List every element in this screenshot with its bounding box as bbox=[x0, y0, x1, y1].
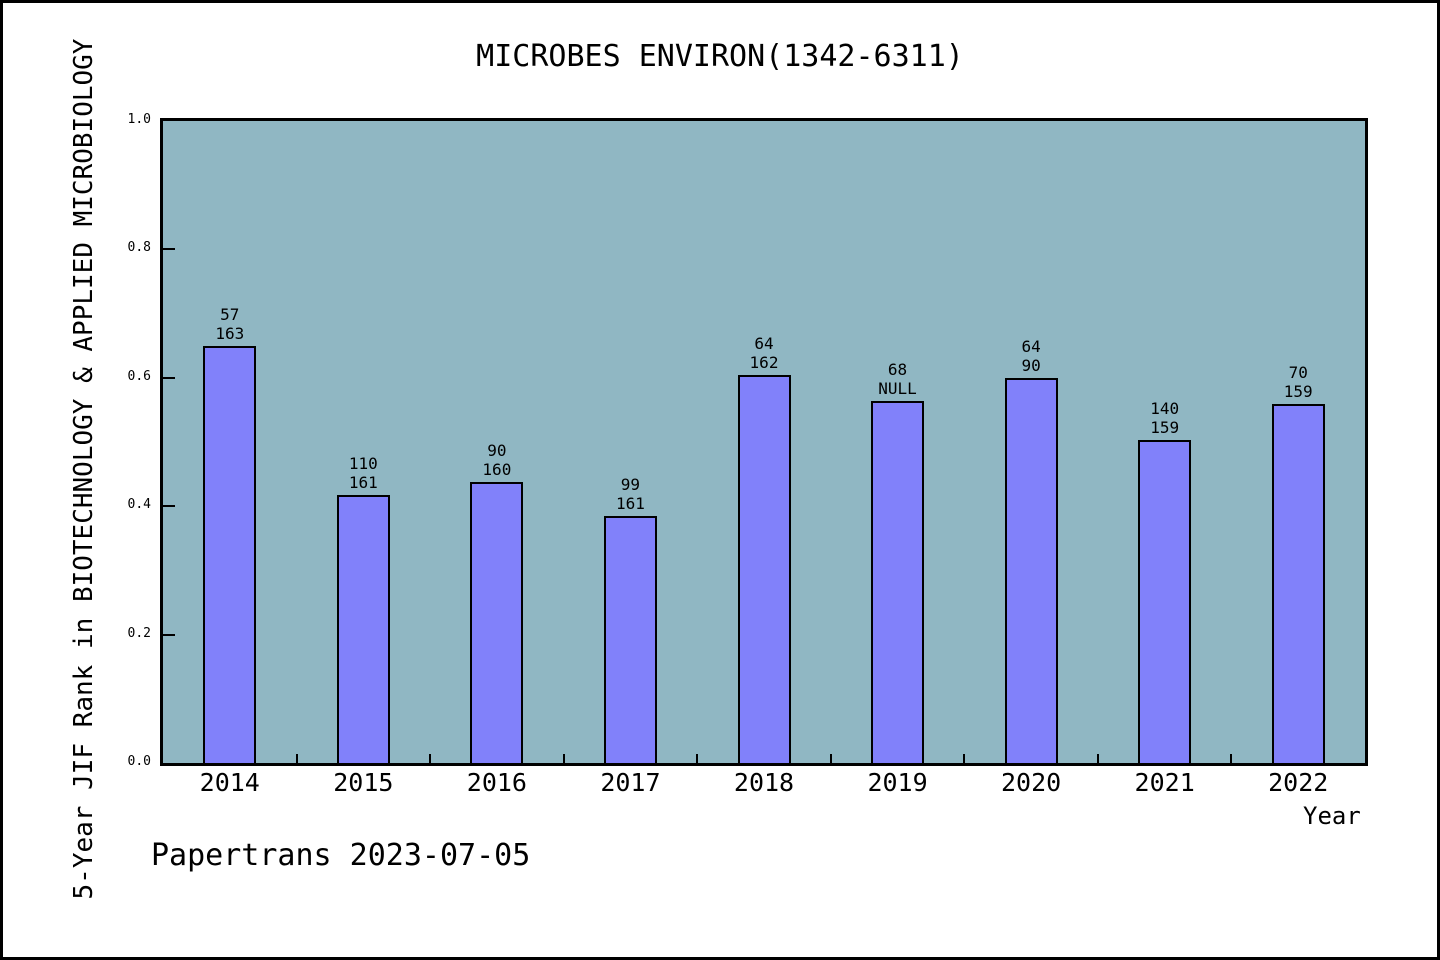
bar-2015 bbox=[336, 495, 390, 763]
x-minor-tick bbox=[429, 754, 432, 763]
bar-value-label-2016: 90 160 bbox=[482, 440, 512, 479]
y-tick-mark-0.6 bbox=[163, 376, 175, 379]
chart-title: MICROBES ENVIRON(1342-6311) bbox=[476, 39, 964, 74]
bar-2018 bbox=[737, 375, 791, 763]
y-tick-label-0.4: 0.4 bbox=[127, 497, 151, 513]
y-tick-mark-0.2 bbox=[163, 633, 175, 636]
bar-2016 bbox=[470, 481, 524, 763]
bar-2014 bbox=[203, 345, 257, 763]
x-minor-tick bbox=[963, 754, 966, 763]
bar-value-label-2015: 110 161 bbox=[348, 454, 378, 493]
x-tick-label-2014: 2014 bbox=[199, 768, 260, 797]
bar-value-label-2019: 68 NULL bbox=[878, 359, 917, 398]
x-minor-tick bbox=[1096, 754, 1099, 763]
bar-2021 bbox=[1138, 440, 1192, 763]
plot-area: 57 163 110 161 90 160 99 161 64 162 68 NULL 64… bbox=[160, 118, 1368, 766]
bar-value-label-2014: 57 163 bbox=[215, 304, 245, 343]
x-minor-tick bbox=[829, 754, 832, 763]
y-tick-mark-0.4 bbox=[163, 505, 175, 508]
y-tick-label-0.8: 0.8 bbox=[127, 240, 151, 256]
y-tick-label-0.0: 0.0 bbox=[127, 754, 151, 769]
x-axis-label: Year bbox=[1303, 802, 1361, 830]
bar-2019 bbox=[871, 400, 925, 763]
bar-2022 bbox=[1271, 404, 1325, 763]
x-minor-tick bbox=[696, 754, 699, 763]
y-tick-mark-0.8 bbox=[163, 248, 175, 251]
bar-value-label-2022: 70 159 bbox=[1283, 363, 1313, 402]
x-tick-label-2015: 2015 bbox=[333, 768, 394, 797]
bar-value-label-2018: 64 162 bbox=[749, 334, 779, 373]
bar-value-label-2021: 140 159 bbox=[1150, 399, 1180, 438]
y-tick-label-1.0: 1.0 bbox=[127, 112, 151, 127]
x-tick-label-2017: 2017 bbox=[600, 768, 661, 797]
bar-value-label-2020: 64 90 bbox=[1021, 336, 1041, 375]
x-tick-label-2018: 2018 bbox=[733, 768, 795, 797]
bar-2020 bbox=[1004, 377, 1058, 763]
footer-watermark: Papertrans 2023-07-05 bbox=[151, 838, 531, 873]
bar-2017 bbox=[603, 515, 657, 763]
x-tick-label-2016: 2016 bbox=[466, 768, 527, 797]
x-tick-label-2019: 2019 bbox=[867, 768, 928, 797]
y-tick-label-0.6: 0.6 bbox=[127, 368, 151, 384]
x-tick-label-2021: 2021 bbox=[1134, 768, 1195, 797]
x-minor-tick bbox=[295, 754, 298, 763]
x-tick-label-2022: 2022 bbox=[1268, 768, 1329, 797]
bar-value-label-2017: 99 161 bbox=[615, 474, 645, 513]
y-tick-label-0.2: 0.2 bbox=[127, 625, 151, 641]
x-minor-tick bbox=[1230, 754, 1233, 763]
x-minor-tick bbox=[562, 754, 565, 763]
y-axis-label: 5-Year JIF Rank in BIOTECHNOLOGY & APPLI… bbox=[69, 38, 99, 900]
x-tick-label-2020: 2020 bbox=[1001, 768, 1062, 797]
